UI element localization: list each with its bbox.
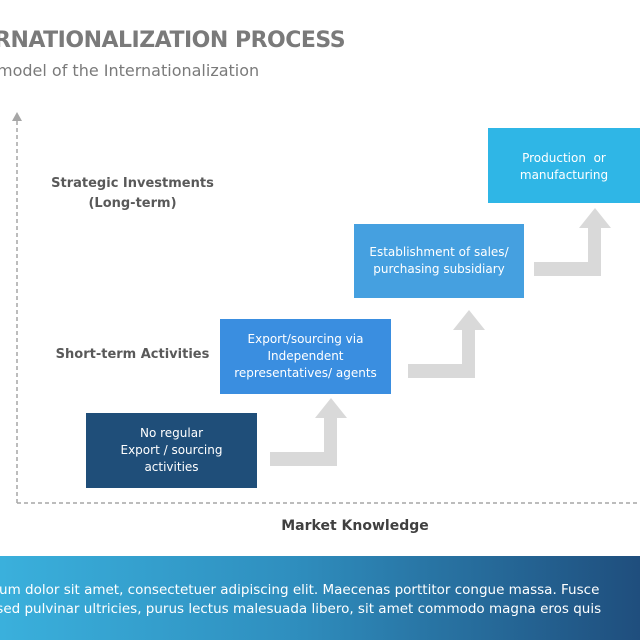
step-text: Independent — [267, 349, 344, 363]
step-arrow-icon — [408, 310, 485, 378]
step-box-independent-agents: Export/sourcing via Independent representa… — [220, 319, 391, 394]
step-text: manufacturing — [519, 168, 609, 182]
y-axis-arrowhead — [12, 112, 22, 121]
step-box-no-regular-export: No regular Export / sourcing activities — [86, 413, 257, 488]
level-label-line: (Long-term) — [88, 196, 177, 211]
step-arrow-icon — [534, 208, 611, 276]
banner-text-line: sed pulvinar ultricies, purus lectus mal… — [0, 601, 602, 617]
level-label-line: Strategic Investments — [51, 176, 214, 191]
step-text: representatives/ agents — [234, 366, 377, 380]
banner-text-line: sum dolor sit amet, consectetuer adipisc… — [0, 582, 600, 598]
page-title: RNATIONALIZATION PROCESS — [0, 28, 346, 53]
step-text: Production or — [522, 151, 606, 165]
step-arrow-icon — [270, 398, 347, 466]
x-axis-label: Market Knowledge — [281, 518, 429, 534]
step-box-production: Production or manufacturing — [488, 128, 640, 203]
step-text: Export/sourcing via — [247, 332, 364, 346]
level-label-short-term: Short-term Activities — [40, 345, 225, 365]
step-box-sales-subsidiary: Establishment of sales/purchasing subsid… — [354, 224, 524, 298]
page-subtitle: model of the Internationalization — [0, 61, 260, 80]
step-text: No regular — [139, 426, 203, 440]
step-text: purchasing subsidiary — [373, 262, 505, 276]
footer-banner: sum dolor sit amet, consectetuer adipisc… — [0, 556, 640, 640]
step-text: Export / sourcing — [120, 443, 223, 457]
level-label-line: Short-term Activities — [55, 347, 210, 362]
level-label-strategic: Strategic Investments (Long-term) — [40, 174, 225, 214]
step-text: Establishment of sales/ — [369, 245, 509, 259]
step-text: activities — [144, 460, 199, 474]
